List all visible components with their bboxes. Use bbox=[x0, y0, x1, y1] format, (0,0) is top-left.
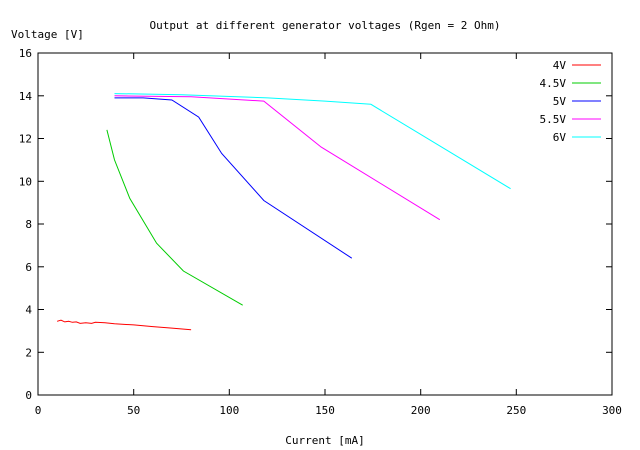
x-tick-label: 100 bbox=[219, 404, 239, 417]
y-axis-label: Voltage [V] bbox=[11, 28, 84, 41]
series-lines bbox=[56, 93, 511, 331]
y-tick-label: 6 bbox=[25, 261, 32, 274]
x-axis-label: Current [mA] bbox=[285, 434, 364, 447]
x-tick-label: 150 bbox=[315, 404, 335, 417]
plot-frame bbox=[37, 52, 613, 396]
x-tick-label: 50 bbox=[127, 404, 140, 417]
legend-label: 4.5V bbox=[540, 77, 567, 90]
legend-label: 6V bbox=[553, 131, 567, 144]
y-tick-label: 12 bbox=[19, 133, 32, 146]
chart-title: Output at different generator voltages (… bbox=[150, 19, 501, 32]
legend-label: 5.5V bbox=[540, 113, 567, 126]
y-tick-label: 4 bbox=[25, 304, 32, 317]
series-line-5v bbox=[114, 97, 353, 259]
legend-label: 4V bbox=[553, 59, 567, 72]
axis-ticks: 0 50 100 150 200 250 300 0 2 4 6 8 10 12 14 16 bbox=[19, 47, 622, 417]
series-line-6v bbox=[114, 93, 511, 190]
series-line-4v bbox=[56, 319, 192, 331]
x-tick-label: 0 bbox=[35, 404, 42, 417]
y-tick-label: 2 bbox=[25, 346, 32, 359]
x-tick-label: 200 bbox=[411, 404, 431, 417]
series-line-4-5v bbox=[106, 129, 243, 306]
y-tick-label: 14 bbox=[19, 90, 33, 103]
x-tick-label: 250 bbox=[506, 404, 526, 417]
y-tick-label: 0 bbox=[25, 389, 32, 402]
legend-label: 5V bbox=[553, 95, 567, 108]
y-tick-label: 10 bbox=[19, 175, 32, 188]
x-tick-label: 300 bbox=[602, 404, 622, 417]
y-tick-label: 8 bbox=[25, 218, 32, 231]
y-tick-label: 16 bbox=[19, 47, 32, 60]
legend: 4V 4.5V 5V 5.5V 6V bbox=[540, 59, 601, 144]
series-line-5-5v bbox=[114, 95, 441, 221]
